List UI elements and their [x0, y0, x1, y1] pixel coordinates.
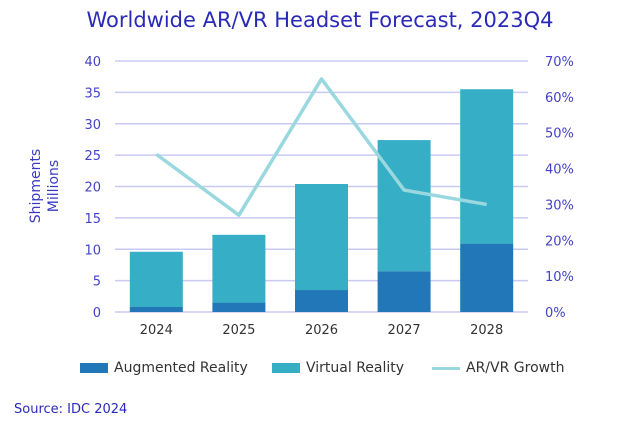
x-tick-label: 2027 [388, 323, 421, 338]
legend-item-vr: Virtual Reality [272, 360, 404, 376]
y-axis-label-1: Shipments [28, 149, 44, 223]
legend-swatch [80, 363, 108, 373]
bar-augmented-reality [212, 302, 266, 312]
x-tick-label: 2025 [222, 323, 255, 338]
y2-tick-label: 50% [545, 127, 574, 142]
x-tick-label: 2026 [305, 323, 338, 338]
x-tick-label: 2028 [470, 323, 503, 338]
bar-augmented-reality [295, 290, 348, 312]
chart-title: Worldwide AR/VR Headset Forecast, 2023Q4 [86, 8, 554, 32]
bar-virtual-reality [212, 234, 266, 303]
bar-virtual-reality [377, 140, 431, 272]
y-tick-label: 30 [84, 118, 101, 133]
bar-augmented-reality [377, 271, 431, 312]
y-tick-label: 15 [84, 212, 101, 227]
x-tick-label: 2024 [140, 323, 173, 338]
legend-item-ar: Augmented Reality [80, 360, 248, 376]
legend-label: AR/VR Growth [466, 360, 565, 376]
y-tick-label: 20 [84, 181, 101, 196]
bar-virtual-reality [295, 183, 348, 291]
y-tick-label: 40 [84, 55, 101, 70]
legend-swatch [432, 366, 460, 370]
bar-virtual-reality [460, 89, 514, 244]
y2-tick-label: 60% [545, 91, 574, 106]
legend-label: Virtual Reality [306, 360, 405, 376]
legend-swatch [272, 363, 300, 373]
y2-tick-label: 20% [545, 234, 574, 249]
y-tick-label: 10 [84, 243, 101, 258]
bar-augmented-reality [460, 243, 514, 312]
legend-label: Augmented Reality [114, 360, 248, 376]
y2-tick-label: 0% [545, 306, 566, 321]
y2-tick-label: 40% [545, 163, 574, 178]
y2-tick-label: 10% [545, 270, 574, 285]
y-tick-label: 25 [84, 149, 101, 164]
y2-tick-label: 30% [545, 198, 574, 213]
chart: 05101520253035400%10%20%30%40%50%60%70%2… [28, 55, 574, 338]
y-tick-label: 0 [93, 306, 101, 321]
bar-augmented-reality [129, 306, 183, 312]
bar-virtual-reality [129, 251, 183, 307]
y-tick-label: 35 [84, 86, 101, 101]
source-note: Source: IDC 2024 [14, 402, 128, 417]
y2-tick-label: 70% [545, 55, 574, 70]
y-tick-label: 5 [93, 275, 101, 290]
y-axis-label-2: Millions [46, 160, 62, 212]
legend-item-growth: AR/VR Growth [432, 360, 564, 376]
